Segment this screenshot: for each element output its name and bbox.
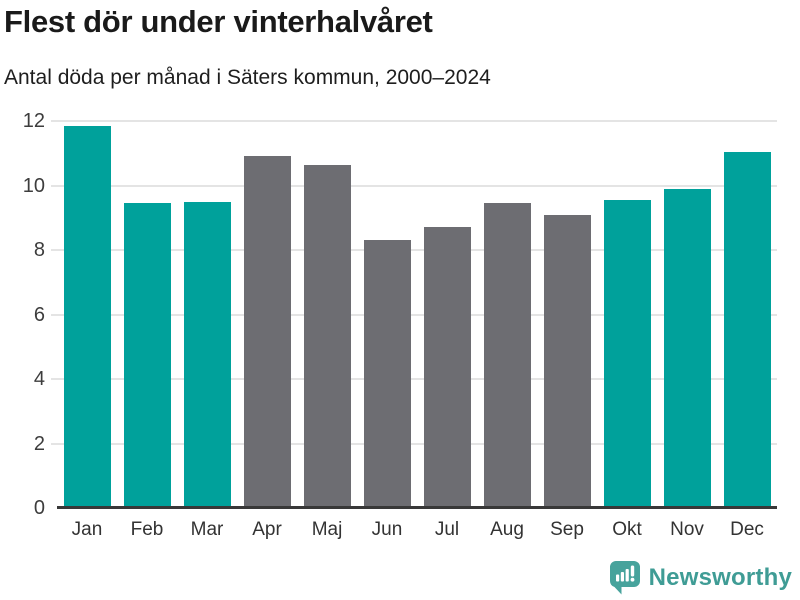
y-axis-tick-label-2: 2 [33, 432, 45, 455]
y-axis-tick-label-12: 12 [22, 110, 45, 132]
bar-sep [544, 214, 591, 508]
x-axis-label-sep: Sep [550, 519, 584, 540]
gridline-4 [51, 378, 777, 380]
chart-subtitle: Antal döda per månad i Säters kommun, 20… [4, 66, 491, 89]
x-axis-label-feb: Feb [130, 519, 164, 540]
bar-feb [124, 203, 171, 508]
chart-title: Flest dör under vinterhalvåret [4, 4, 433, 39]
bar-aug [484, 203, 531, 508]
bar-apr [244, 156, 291, 508]
newsworthy-logo-icon [609, 560, 641, 596]
x-axis-label-dec: Dec [730, 519, 764, 540]
bar-nov [664, 188, 711, 508]
bar-jan [64, 125, 111, 508]
gridline-8 [51, 249, 777, 251]
x-axis-label-mar: Mar [190, 519, 224, 540]
x-axis-label-jan: Jan [71, 519, 103, 540]
x-axis-label-apr: Apr [252, 519, 282, 540]
gridline-2 [51, 442, 777, 445]
x-axis-label-nov: Nov [670, 519, 704, 540]
y-axis-tick-label-8: 8 [33, 239, 45, 261]
gridline-12 [51, 120, 777, 122]
gridline-10 [51, 184, 777, 187]
y-axis-tick-label-4: 4 [33, 368, 45, 390]
y-axis-tick-label-6: 6 [33, 303, 45, 326]
bar-jun [364, 240, 411, 508]
x-axis-label-jun: Jun [371, 519, 403, 540]
brand-footer: Newsworthy [609, 560, 792, 596]
y-axis-tick-label-10: 10 [22, 174, 45, 197]
bar-dec [724, 151, 771, 508]
bar-jul [424, 227, 471, 508]
x-axis-label-aug: Aug [490, 519, 524, 540]
x-axis-label-okt: Okt [612, 519, 642, 540]
gridline-6 [51, 313, 777, 316]
bar-mar [184, 201, 231, 508]
x-axis-line [57, 506, 777, 509]
y-axis-tick-label-0: 0 [33, 497, 45, 519]
brand-name: Newsworthy [648, 564, 792, 591]
bar-okt [604, 200, 651, 508]
bar-maj [304, 164, 351, 508]
x-axis-label-maj: Maj [311, 519, 343, 540]
x-axis-label-jul: Jul [434, 519, 460, 540]
